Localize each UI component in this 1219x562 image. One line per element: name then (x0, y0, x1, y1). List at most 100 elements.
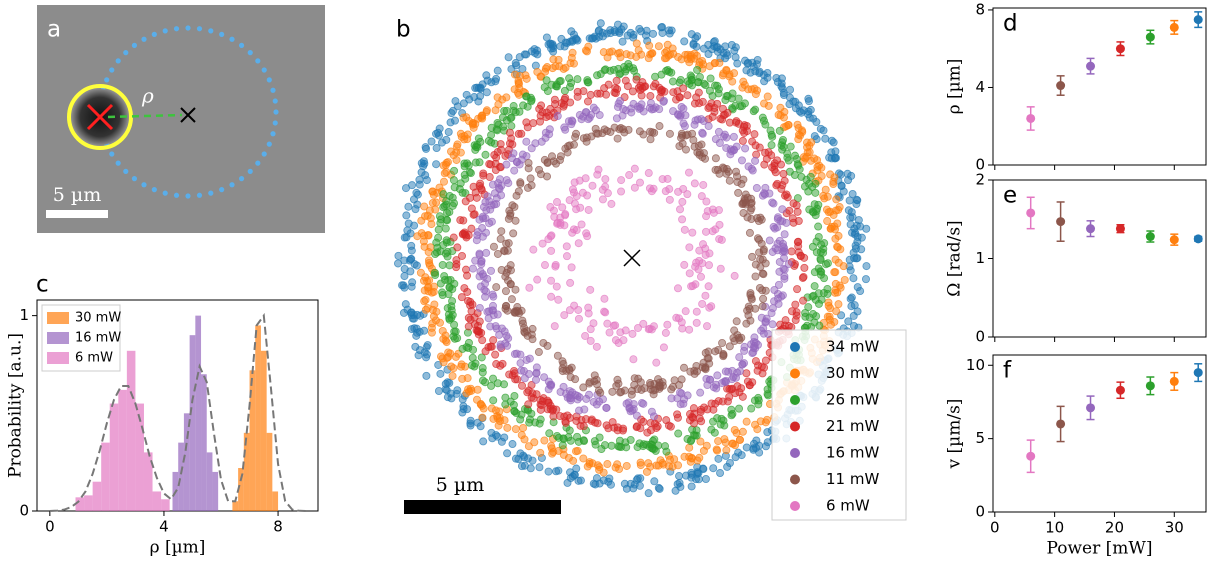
trajectory-point (556, 412, 565, 421)
trajectory-dot (109, 67, 115, 73)
trajectory-point (536, 405, 545, 414)
trajectory-point (854, 216, 863, 225)
trajectory-point (532, 363, 541, 372)
trajectory-point (814, 289, 823, 298)
trajectory-point (579, 422, 588, 431)
trajectory-point (570, 178, 579, 187)
trajectory-point (747, 85, 756, 94)
trajectory-point (734, 188, 743, 197)
trajectory-point (436, 279, 445, 288)
data-point (1056, 217, 1066, 227)
data-point (1169, 22, 1179, 32)
trajectory-point (791, 151, 800, 160)
trajectory-point (713, 42, 722, 51)
trajectory-point (761, 356, 770, 365)
trajectory-point (763, 68, 772, 77)
trajectory-point (495, 407, 504, 416)
trajectory-point (701, 81, 710, 90)
trajectory-point (492, 283, 501, 292)
trajectory-point (560, 42, 569, 51)
data-point (1193, 368, 1203, 378)
data-point (1115, 44, 1125, 54)
trajectory-point (481, 347, 490, 356)
trajectory-point (652, 358, 661, 367)
trajectory-point (754, 361, 763, 370)
trajectory-point (678, 324, 687, 333)
trajectory-point (504, 53, 513, 62)
trajectory-point (590, 437, 599, 446)
trajectory-point (650, 477, 659, 486)
trajectory-point (472, 193, 481, 202)
y-axis-label: Ω [rad/s] (945, 220, 965, 296)
trajectory-point (637, 27, 646, 36)
trajectory-point (447, 302, 456, 311)
trajectory-point (772, 73, 781, 82)
trajectory-point (449, 364, 458, 373)
trajectory-point (630, 164, 639, 173)
trajectory-point (847, 171, 856, 180)
trajectory-point (394, 251, 403, 260)
trajectory-point (707, 425, 716, 434)
trajectory-point (415, 180, 424, 189)
trajectory-point (779, 89, 788, 98)
trajectory-dot (196, 26, 203, 32)
trajectory-point (676, 205, 685, 214)
trajectory-point (680, 260, 689, 269)
trajectory-point (478, 413, 487, 422)
trajectory-point (476, 422, 485, 431)
trajectory-point (596, 19, 605, 28)
trajectory-point (779, 142, 788, 151)
trajectory-point (491, 106, 500, 115)
trajectory-point (551, 62, 560, 71)
trajectory-point (698, 97, 707, 106)
trajectory-point (595, 397, 604, 406)
trajectory-point (740, 342, 749, 351)
trajectory-point (702, 227, 711, 236)
trajectory-point (676, 482, 685, 491)
trajectory-point (464, 385, 473, 394)
trajectory-point (523, 102, 532, 111)
trajectory-point (449, 233, 458, 242)
trajectory-point (722, 65, 731, 74)
trajectory-point (479, 437, 488, 446)
trajectory-point (564, 117, 573, 126)
trajectory-point (669, 107, 678, 116)
trajectory-point (674, 461, 683, 470)
trajectory-point (811, 188, 820, 197)
trajectory-point (810, 132, 819, 141)
trajectory-point (398, 281, 407, 290)
trajectory-point (603, 53, 612, 62)
trajectory-point (417, 216, 426, 225)
trajectory-point (522, 137, 531, 146)
trajectory-point (804, 187, 813, 196)
trajectory-point (497, 266, 506, 275)
particle-cross (86, 103, 114, 131)
trajectory-point (823, 289, 832, 298)
trajectory-point (560, 86, 569, 95)
trajectory-point (780, 230, 789, 239)
trajectory-point (435, 212, 444, 221)
trajectory-point (674, 314, 683, 323)
trajectory-point (394, 259, 403, 268)
trajectory-point (679, 119, 688, 128)
data-point (1086, 224, 1096, 234)
trajectory-point (646, 91, 655, 100)
trajectory-point (840, 275, 849, 284)
trajectory-point (562, 252, 571, 261)
trajectory-point (595, 463, 604, 472)
trajectory-point (506, 280, 515, 289)
trajectory-point (608, 387, 617, 396)
trajectory-point (824, 208, 833, 217)
trajectory-point (686, 437, 695, 446)
trajectory-dot (272, 98, 278, 104)
trajectory-point (561, 63, 570, 72)
trajectory-point (704, 347, 713, 356)
trajectory-point (729, 132, 738, 141)
trajectory-point (442, 135, 451, 144)
hist-bar (232, 501, 239, 511)
trajectory-point (467, 204, 476, 213)
trajectory-point (678, 215, 687, 224)
trajectory-point (449, 332, 458, 341)
trajectory-point (407, 246, 416, 255)
trajectory-point (550, 212, 559, 221)
